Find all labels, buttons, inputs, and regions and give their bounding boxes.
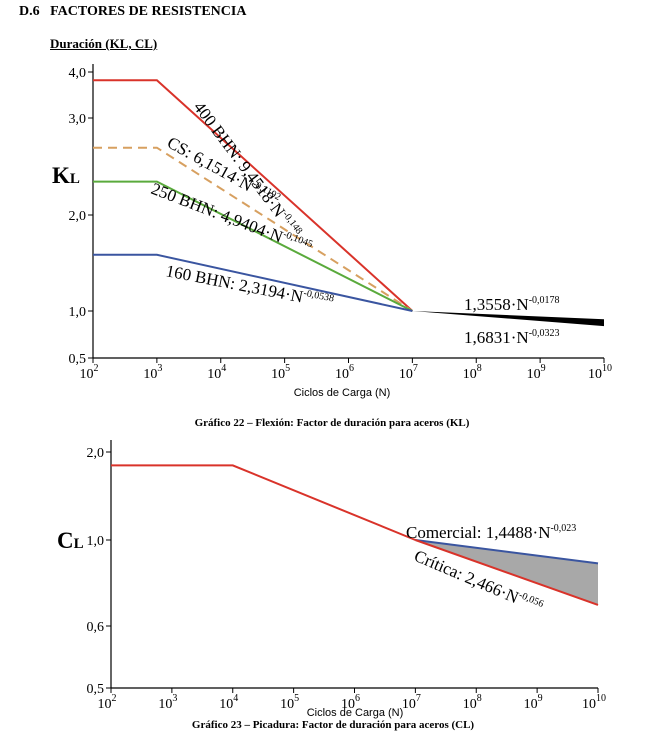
y-tick-label: 2,0 [87,446,105,461]
series-line-1 [111,464,416,541]
shaded-band [412,311,604,327]
y-tick-label: 0,5 [87,682,105,697]
section-number: D.6 [19,4,40,19]
series-line-1 [93,79,414,312]
chart-caption: Gráfico 22 – Flexión: Factor de duración… [195,417,470,429]
x-tick-label: 109 [524,693,543,712]
y-axis-label: CL [57,528,84,553]
x-tick-label: 107 [399,363,418,382]
y-tick-label: 2,0 [69,209,87,224]
x-tick-label: 108 [463,363,482,382]
y-tick-label: 1,0 [87,534,105,549]
series-line-3 [93,180,413,312]
x-axis-label: Ciclos de Carga (N) [294,387,391,399]
y-tick-label: 4,0 [69,66,87,81]
chart-caption: Gráfico 23 – Picadura: Factor de duració… [192,719,475,731]
x-tick-label: 106 [335,363,354,382]
series-line-2 [415,539,599,565]
x-tick-label: 104 [207,363,226,382]
x-tick-label: 102 [80,363,99,382]
chart-1: 102 103 104 105 106 107 108 109 1010 0,5 1,0 2,0 3,0… [52,64,612,429]
y-tick-label: 0,6 [87,620,105,635]
x-tick-label: 108 [463,693,482,712]
y-axis-label: KL [52,163,80,188]
series-line-3 [415,539,599,606]
y-tick-label: 1,0 [69,305,87,320]
x-tick-label: 105 [280,693,299,712]
x-tick-label: 105 [271,363,290,382]
series-equation-label: 1,3558·N-0,0178 [464,295,560,314]
x-tick-label: 109 [527,363,546,382]
chart-2: 102 103 104 105 106 107 108 109 1010 0,5 0,6 1,0 2,0… [57,440,606,731]
series-line-2 [93,146,413,312]
x-tick-label: 1010 [582,693,606,712]
x-tick-label: 102 [98,693,117,712]
x-tick-label: 103 [143,363,162,382]
series-equation-label: 1,6831·N-0,0323 [464,328,560,347]
x-tick-label: 104 [219,693,238,712]
section-heading: D.6 FACTORES DE RESISTENCIA [19,4,246,20]
subsection-heading: Duración (KL, CL) [50,36,158,51]
x-axis-label: Ciclos de Carga (N) [307,707,404,719]
series-equation-label: Comercial: 1,4488·N-0,023 [406,523,576,542]
section-title: FACTORES DE RESISTENCIA [50,4,247,19]
x-tick-label: 106 [341,693,360,712]
x-tick-label: 103 [158,693,177,712]
y-tick-label: 3,0 [69,112,87,127]
series-line-4 [93,253,413,312]
y-tick-label: 0,5 [69,352,87,367]
x-tick-label: 1010 [588,363,612,382]
x-tick-label: 107 [402,693,421,712]
series-equation-label: 160 BHN: 2,3194·N-0,0538 [164,261,335,312]
